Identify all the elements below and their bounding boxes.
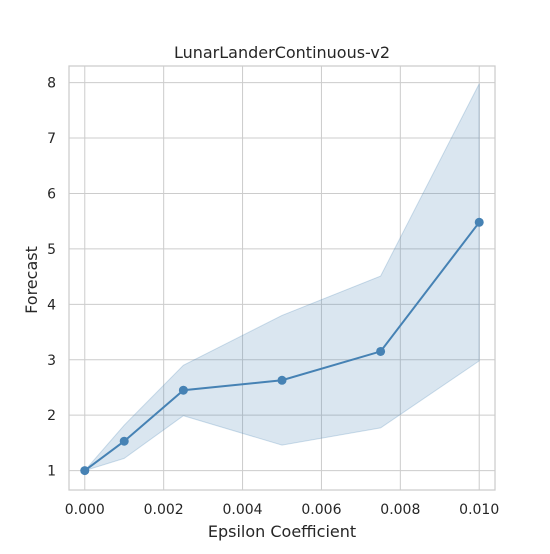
grid	[69, 66, 495, 490]
y-tick-label: 3	[47, 353, 56, 369]
x-tick-labels: 0.000 0.002 0.004 0.006 0.008 0.010	[65, 502, 500, 518]
y-tick-label: 8	[47, 76, 56, 92]
plot-frame	[68, 65, 496, 491]
series-line-layer	[84, 221, 481, 472]
data-point	[474, 217, 484, 227]
data-point	[178, 385, 188, 395]
data-point	[119, 436, 129, 446]
y-tick-label: 7	[47, 131, 56, 147]
series-line	[84, 221, 481, 472]
y-tick-label: 2	[47, 408, 56, 424]
y-axis-title: Forecast	[22, 246, 41, 314]
data-point-layer	[80, 217, 484, 476]
chart-title: LunarLanderContinuous-v2	[174, 43, 390, 62]
y-tick-label: 4	[47, 297, 56, 313]
y-tick-labels: 1 2 3 4 5 6 7 8	[47, 76, 56, 480]
x-tick-label: 0.000	[65, 502, 105, 518]
y-tick-label: 6	[47, 186, 56, 202]
x-tick-label: 0.002	[144, 502, 184, 518]
x-tick-label: 0.006	[301, 502, 341, 518]
y-tick-label: 1	[47, 464, 56, 480]
x-tick-label: 0.004	[223, 502, 263, 518]
x-tick-label: 0.010	[459, 502, 499, 518]
data-point	[80, 466, 90, 476]
data-point	[277, 375, 287, 385]
x-tick-label: 0.008	[380, 502, 420, 518]
data-point	[376, 346, 386, 356]
x-axis-title: Epsilon Coefficient	[208, 522, 356, 541]
y-tick-label: 5	[47, 242, 56, 258]
